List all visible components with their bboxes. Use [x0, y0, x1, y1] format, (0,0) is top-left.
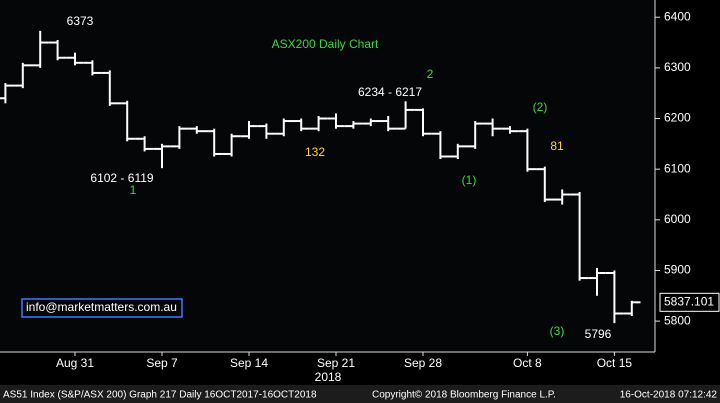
- chart-title: ASX200 Daily Chart: [272, 37, 379, 51]
- annotation: 6373: [67, 14, 94, 28]
- x-tick-label: Oct 15: [597, 356, 633, 370]
- footer-center: Copyright© 2018 Bloomberg Finance L.P.: [372, 390, 556, 401]
- annotation: (3): [550, 324, 565, 338]
- x-tick-label: Sep 21: [317, 356, 355, 370]
- annotation: 6234 - 6217: [358, 85, 422, 99]
- x-tick-label: Aug 31: [56, 356, 94, 370]
- annotation: 132: [305, 145, 325, 159]
- last-value-box: [659, 292, 720, 312]
- watermark: info@marketmatters.com.au: [26, 300, 177, 314]
- footer-left: AS51 Index (S&P/ASX 200) Graph 217 Daily…: [3, 390, 317, 401]
- footer-right: 16-Oct-2018 07:12:42: [620, 390, 718, 401]
- last-value-label: 5837.101: [664, 294, 714, 308]
- annotation: 5796: [585, 327, 612, 341]
- annotation: 2: [427, 67, 434, 81]
- y-tick-label: 6100: [664, 161, 691, 175]
- y-tick-label: 6300: [664, 60, 691, 74]
- footer-bar: [0, 385, 720, 403]
- annotation: 81: [550, 139, 564, 153]
- y-tick-label: 6000: [664, 212, 691, 226]
- annotation: (2): [533, 100, 548, 114]
- plot-area: [0, 0, 655, 352]
- y-tick-label: 5900: [664, 263, 691, 277]
- y-tick-label: 6200: [664, 111, 691, 125]
- x-axis-label: 2018: [315, 370, 342, 384]
- y-tick-label: 5800: [664, 313, 691, 327]
- x-tick-label: Sep 7: [146, 356, 178, 370]
- y-tick-label: 6400: [664, 9, 691, 23]
- x-tick-label: Sep 28: [404, 356, 442, 370]
- x-tick-label: Oct 8: [513, 356, 542, 370]
- annotation: 6102 - 6119: [90, 171, 153, 185]
- annotation: 1: [130, 183, 137, 197]
- x-tick-label: Sep 14: [230, 356, 268, 370]
- watermark-box: [21, 298, 183, 318]
- annotation: (1): [462, 173, 477, 187]
